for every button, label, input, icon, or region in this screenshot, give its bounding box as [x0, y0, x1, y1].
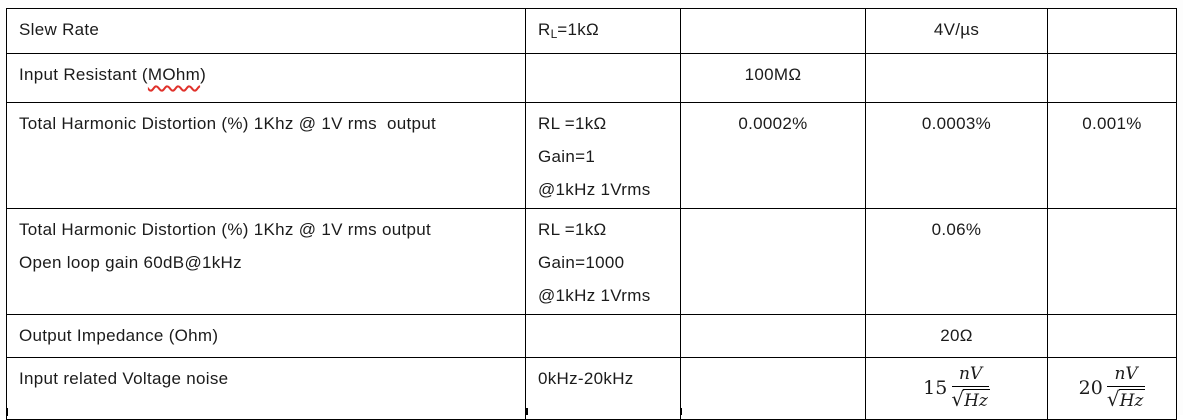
cell-line: Open loop gain 60dB@1kHz [19, 246, 517, 279]
math-fraction: nV√Hz [951, 364, 990, 411]
value-col-1-cell: 0.0002% [681, 103, 866, 209]
table-row: Output Impedance (Ohm) 20Ω [7, 315, 1177, 358]
value-col-2-cell [866, 54, 1048, 103]
cell-text: 0.0003% [870, 107, 1043, 140]
cell-text: 0.0002% [685, 107, 861, 140]
table-row: Slew Rate RL=1kΩ 4V/µs [7, 9, 1177, 54]
text-segment: ) [200, 65, 206, 84]
math-coefficient: 20 [1079, 377, 1103, 399]
value-col-2-cell: 20Ω [866, 315, 1048, 358]
cell-text: 100MΩ [685, 58, 861, 91]
math-radicand: Hz [1119, 389, 1146, 411]
value-col-2-cell: 0.06% [866, 209, 1048, 315]
cell-line: Input Resistant (MOhm) [19, 58, 517, 91]
value-col-2-cell: 4V/µs [866, 9, 1048, 54]
parameter-cell: Input related Voltage noise [7, 358, 526, 420]
cell-text: 0kHz-20kHz [538, 362, 672, 395]
text-segment: R [538, 20, 551, 39]
value-col-3-cell [1048, 315, 1177, 358]
cell-text: Slew Rate [19, 13, 517, 46]
cell-line: @1kHz 1Vrms [538, 173, 672, 206]
parameter-cell: Input Resistant (MOhm) [7, 54, 526, 103]
spec-table-body: Slew Rate RL=1kΩ 4V/µs Input Resistant (MOh… [7, 9, 1177, 420]
table-row: Total Harmonic Distortion (%) 1Khz @ 1V … [7, 103, 1177, 209]
cell-text: Total Harmonic Distortion (%) 1Khz @ 1V … [19, 107, 517, 140]
table-row: Input Resistant (MOhm) 100MΩ [7, 54, 1177, 103]
cell-line: Gain=1000 [538, 246, 672, 279]
condition-cell [526, 315, 681, 358]
parameter-cell: Total Harmonic Distortion (%) 1Khz @ 1V … [7, 103, 526, 209]
cell-line: Gain=1 [538, 140, 672, 173]
cell-line: Total Harmonic Distortion (%) 1Khz @ 1V … [19, 213, 517, 246]
condition-cell: RL=1kΩ [526, 9, 681, 54]
cell-line: RL=1kΩ [538, 13, 672, 51]
cell-line: RL =1kΩ [538, 107, 672, 140]
cell-line: @1kHz 1Vrms [538, 279, 672, 312]
value-col-2-cell: 0.0003% [866, 103, 1048, 209]
value-col-3-cell [1048, 54, 1177, 103]
condition-cell [526, 54, 681, 103]
value-col-1-cell: 100MΩ [681, 54, 866, 103]
math-numerator: nV [1107, 364, 1144, 387]
value-col-3-cell: 0.001% [1048, 103, 1177, 209]
value-col-3-cell [1048, 209, 1177, 315]
value-col-1-cell [681, 9, 866, 54]
cell-line: RL =1kΩ [538, 213, 672, 246]
cutoff-border-stub [680, 408, 682, 415]
parameter-cell: Total Harmonic Distortion (%) 1Khz @ 1V … [7, 209, 526, 315]
condition-cell: 0kHz-20kHz [526, 358, 681, 420]
value-col-3-cell [1048, 9, 1177, 54]
cell-text: Input related Voltage noise [19, 362, 517, 395]
value-col-1-cell [681, 209, 866, 315]
cell-text: Output Impedance (Ohm) [19, 319, 517, 352]
cell-text: 4V/µs [870, 13, 1043, 46]
math-radicand: Hz [963, 389, 990, 411]
cell-text: 20Ω [870, 319, 1043, 352]
cell-text: 0.001% [1052, 107, 1172, 140]
misspelled-word: MOhm [148, 65, 200, 84]
value-col-1-cell [681, 315, 866, 358]
math-denominator: √Hz [1107, 387, 1146, 411]
math-fraction: nV√Hz [1107, 364, 1146, 411]
parameter-cell: Slew Rate [7, 9, 526, 54]
table-row: Total Harmonic Distortion (%) 1Khz @ 1V … [7, 209, 1177, 315]
math-coefficient: 15 [923, 377, 947, 399]
radical-sign: √ [1107, 389, 1120, 409]
cutoff-border-stub [526, 408, 528, 415]
cell-text: 0.06% [870, 213, 1043, 246]
text-segment: Input Resistant ( [19, 65, 148, 84]
value-col-1-cell [681, 358, 866, 420]
math-numerator: nV [952, 364, 989, 387]
math-denominator: √Hz [951, 387, 990, 411]
text-segment: =1kΩ [557, 20, 599, 39]
parameter-cell: Output Impedance (Ohm) [7, 315, 526, 358]
radical-sign: √ [951, 389, 964, 409]
spec-table: Slew Rate RL=1kΩ 4V/µs Input Resistant (MOh… [6, 8, 1177, 420]
